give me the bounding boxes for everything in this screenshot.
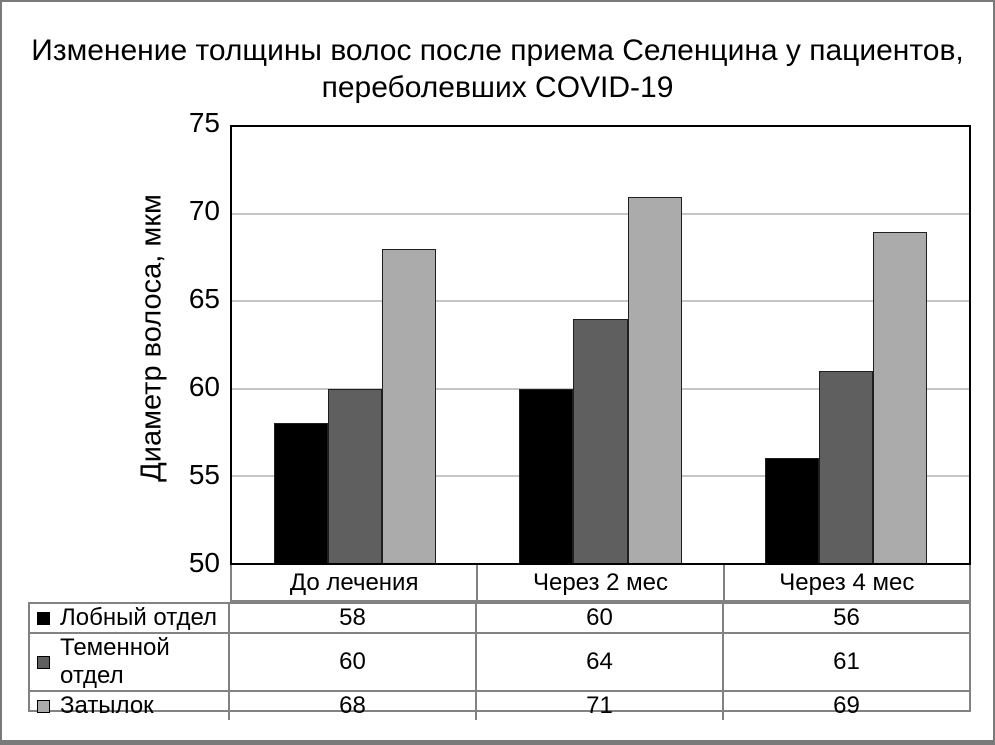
bar <box>519 388 574 563</box>
legend-marker-parietal-icon <box>37 655 50 669</box>
table-cell-occiput-before: 68 <box>230 692 477 720</box>
legend-item-parietal: Теменной отдел <box>30 634 230 692</box>
y-tick-label-65: 65 <box>188 283 220 314</box>
table-cell-frontal-before: 58 <box>230 604 477 634</box>
bar <box>273 423 328 563</box>
bar-group-after-2-months <box>478 127 724 563</box>
category-header-after-2-months: Через 2 мес <box>478 565 725 600</box>
plot-area <box>230 125 971 565</box>
bar <box>765 458 820 563</box>
category-header-after-4-months: Через 4 мес <box>779 568 915 596</box>
bar <box>819 371 874 563</box>
bar-groups <box>232 127 969 563</box>
y-tick-label-55: 55 <box>188 459 220 490</box>
table-cell-frontal-4months: 56 <box>724 604 969 634</box>
bar-group-before-treatment <box>232 127 478 563</box>
y-tick-label-70: 70 <box>188 195 220 226</box>
bar-group-after-4-months <box>723 127 969 563</box>
chart-title-line-2: переболевших COVID-19 <box>321 71 674 104</box>
bar <box>573 318 628 563</box>
bar <box>327 388 382 563</box>
table-cell-parietal-2months: 64 <box>477 634 724 692</box>
legend-marker-frontal-icon <box>37 611 50 625</box>
legend-item-frontal: Лобный отдел <box>30 604 230 634</box>
table-cell-parietal-4months: 61 <box>724 634 969 692</box>
bar <box>873 231 928 563</box>
chart-title: Изменение толщины волос после приема Сел… <box>2 32 993 106</box>
table-cell-parietal-before: 60 <box>230 634 477 692</box>
y-axis-title: Диаметр волоса, мкм <box>135 194 168 482</box>
legend-label-frontal: Лобный отдел <box>60 604 217 631</box>
y-tick-label-75: 75 <box>188 107 220 138</box>
table-cell-occiput-4months: 69 <box>833 692 860 719</box>
legend-label-parietal: Теменной отдел <box>60 634 170 689</box>
category-header-before-treatment: До лечения <box>232 565 479 600</box>
data-table: Лобный отдел 58 60 56 Теменной отдел 60 … <box>28 602 971 720</box>
table-cell-occiput-2months: 71 <box>477 692 724 720</box>
legend-marker-occiput-icon <box>37 699 50 713</box>
y-tick-label-50: 50 <box>188 547 220 578</box>
category-header-row: До лечения Через 2 мес Через 4 мес <box>230 565 971 602</box>
y-tick-label-60: 60 <box>188 371 220 402</box>
legend-label-occiput: Затылок <box>60 692 154 719</box>
gridline-65 <box>232 300 969 303</box>
bar <box>381 249 436 563</box>
bar <box>627 196 682 563</box>
legend-item-occiput: Затылок <box>30 692 230 720</box>
chart-title-line-1: Изменение толщины волос после приема Сел… <box>31 34 964 67</box>
table-cell-frontal-2months: 60 <box>477 604 724 634</box>
gridline-70 <box>232 213 969 216</box>
